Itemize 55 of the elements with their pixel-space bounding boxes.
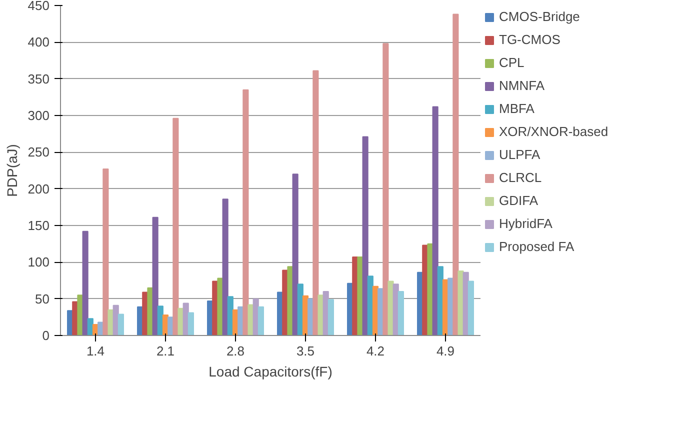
bar — [258, 306, 264, 336]
bar — [388, 280, 394, 336]
legend-label: GDIFA — [499, 193, 538, 208]
y-tick-label: 300 — [28, 108, 50, 123]
y-axis-title: PDP(aJ) — [4, 144, 20, 197]
bar — [118, 314, 124, 336]
bar — [318, 294, 324, 336]
bar — [82, 230, 88, 336]
bar — [102, 168, 109, 336]
bar — [357, 256, 364, 336]
bar — [427, 243, 434, 336]
y-tick-label: 150 — [28, 218, 50, 233]
y-tick-label: 450 — [28, 0, 50, 13]
bar — [77, 294, 84, 336]
bar — [432, 106, 438, 336]
legend-label: MBFA — [499, 101, 534, 116]
bar — [362, 136, 368, 336]
x-tick-label: 3.5 — [296, 344, 315, 358]
bar — [287, 266, 294, 336]
bar — [242, 89, 249, 336]
bar — [312, 70, 319, 336]
x-tick-label: 4.9 — [436, 344, 455, 358]
x-tick-label: 2.8 — [226, 344, 245, 358]
bar — [248, 304, 254, 336]
bar — [382, 43, 389, 336]
legend-label: CMOS-Bridge — [499, 9, 580, 24]
legend-label: CPL — [499, 55, 524, 70]
legend-label: Proposed FA — [499, 239, 574, 254]
y-tick-label: 200 — [28, 181, 50, 196]
x-tick-label: 2.1 — [156, 344, 175, 358]
x-axis-title: Load Capacitors(fF) — [208, 364, 332, 380]
y-tick-label: 0 — [42, 328, 50, 343]
y-tick-label: 100 — [28, 254, 50, 270]
y-tick-label: 400 — [28, 34, 50, 50]
bar — [292, 174, 298, 336]
y-tick-label: 350 — [28, 71, 50, 86]
x-tick-label: 1.4 — [86, 344, 105, 358]
legend-label: NMNFA — [499, 78, 544, 93]
bar — [398, 291, 404, 336]
legend-label: XOR/XNOR-based — [499, 124, 608, 139]
y-tick-label: 50 — [35, 291, 50, 306]
legend-label: TG-CMOS — [499, 32, 560, 47]
bar — [452, 14, 459, 336]
bar — [458, 270, 464, 336]
y-tick-label: 250 — [28, 144, 50, 160]
legend-label: CLRCL — [499, 170, 542, 185]
bar — [328, 299, 334, 336]
bar — [188, 312, 194, 336]
bar — [152, 216, 158, 336]
x-tick-label: 4.2 — [366, 344, 385, 358]
legend-label: ULPFA — [499, 147, 540, 162]
legend-label: HybridFA — [499, 216, 552, 231]
bar — [222, 198, 228, 336]
bar — [468, 280, 474, 336]
bar — [172, 118, 179, 336]
